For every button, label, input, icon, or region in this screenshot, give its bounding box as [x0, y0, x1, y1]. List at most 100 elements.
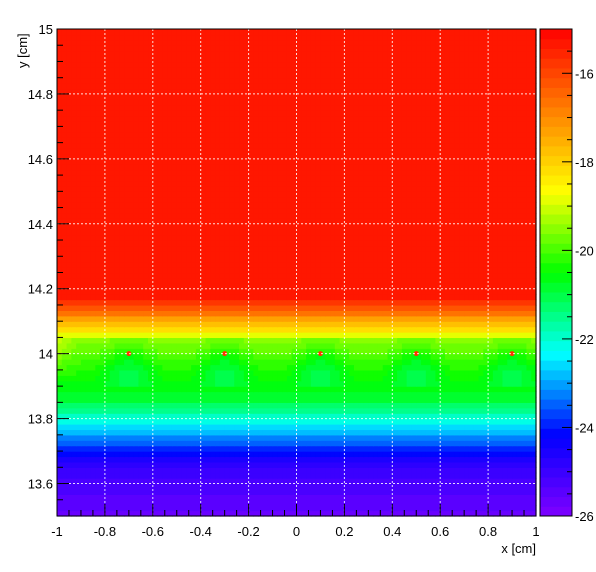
heatmap-cell	[133, 277, 140, 284]
heatmap-cell	[262, 250, 269, 257]
heatmap-cell	[109, 510, 116, 517]
heatmap-cell	[516, 445, 523, 452]
heatmap-cell	[138, 424, 144, 431]
heatmap-cell	[186, 396, 192, 403]
heatmap-cell	[492, 375, 499, 382]
heatmap-cell	[181, 380, 187, 387]
heatmap-cell	[526, 283, 532, 290]
heatmap-cell	[440, 499, 446, 506]
heatmap-cell	[176, 461, 183, 468]
heatmap-cell	[272, 451, 278, 458]
heatmap-cell	[416, 505, 422, 512]
heatmap-cell	[387, 277, 393, 284]
heatmap-cell	[397, 364, 403, 371]
heatmap-cell	[215, 391, 221, 398]
heatmap-cell	[320, 418, 326, 425]
heatmap-cell	[128, 386, 135, 393]
heatmap-cell	[215, 267, 221, 274]
heatmap-cell	[473, 299, 480, 306]
heatmap-cell	[267, 326, 274, 333]
heatmap-cell	[95, 277, 101, 284]
heatmap-cell	[57, 245, 63, 252]
heatmap-cell	[325, 277, 331, 284]
heatmap-cell	[492, 451, 499, 458]
heatmap-cell	[200, 391, 207, 398]
heatmap-cell	[502, 359, 508, 366]
heatmap-cell	[306, 451, 312, 458]
heatmap-cell	[291, 288, 298, 295]
heatmap-cell	[521, 364, 528, 371]
heatmap-cell	[397, 451, 403, 458]
heatmap-cell	[71, 380, 77, 387]
heatmap-cell	[296, 396, 302, 403]
heatmap-cell	[157, 451, 163, 458]
heatmap-cell	[382, 294, 389, 301]
heatmap-cell	[521, 396, 528, 403]
heatmap-cell	[444, 451, 451, 458]
heatmap-cell	[224, 424, 231, 431]
heatmap-cell	[243, 304, 250, 311]
heatmap-cell	[229, 299, 235, 306]
heatmap-cell	[512, 272, 518, 279]
heatmap-cell	[349, 256, 355, 263]
heatmap-cell	[143, 342, 149, 349]
heatmap-cell	[353, 461, 360, 468]
heatmap-cell	[143, 310, 149, 317]
heatmap-cell	[483, 451, 489, 458]
heatmap-cell	[301, 332, 307, 339]
heatmap-cell	[229, 315, 235, 322]
heatmap-cell	[425, 418, 432, 425]
heatmap-cell	[272, 391, 278, 398]
heatmap-cell	[507, 451, 513, 458]
heatmap-cell	[90, 386, 96, 393]
heatmap-cell	[387, 445, 393, 452]
heatmap-cell	[387, 332, 393, 339]
heatmap-cell	[133, 256, 140, 263]
heatmap-cell	[526, 456, 532, 463]
heatmap-cell	[229, 494, 235, 501]
heatmap-cell	[133, 451, 140, 458]
heatmap-cell	[459, 472, 465, 479]
heatmap-cell	[492, 332, 499, 339]
heatmap-cell	[272, 369, 278, 376]
heatmap-cell	[152, 310, 159, 317]
heatmap-cell	[387, 467, 393, 474]
heatmap-cell	[296, 494, 302, 501]
heatmap-cell	[157, 380, 163, 387]
heatmap-cell	[430, 310, 437, 317]
heatmap-cell	[435, 488, 441, 495]
heatmap-cell	[195, 261, 202, 268]
heatmap-cell	[219, 299, 226, 306]
heatmap-cell	[80, 418, 87, 425]
heatmap-cell	[80, 299, 87, 306]
heatmap-cell	[133, 310, 140, 317]
heatmap-cell	[392, 299, 398, 306]
heatmap-cell	[344, 451, 350, 458]
heatmap-cell	[85, 256, 92, 263]
heatmap-cell	[435, 261, 441, 268]
heatmap-cell	[301, 505, 307, 512]
heatmap-cell	[66, 294, 72, 301]
heatmap-cell	[205, 402, 211, 409]
heatmap-cell	[148, 299, 154, 306]
heatmap-cell	[459, 391, 465, 398]
heatmap-cell	[239, 369, 245, 376]
heatmap-cell	[382, 456, 389, 463]
heatmap-cell	[171, 396, 178, 403]
heatmap-cell	[109, 277, 116, 284]
heatmap-cell	[468, 294, 475, 301]
heatmap-cell	[526, 267, 532, 274]
heatmap-cell	[531, 272, 537, 279]
heatmap-cell	[215, 277, 221, 284]
heatmap-cell	[507, 288, 513, 295]
heatmap-cell	[353, 250, 360, 257]
heatmap-cell	[181, 310, 187, 317]
heatmap-cell	[430, 359, 437, 366]
heatmap-cell	[90, 375, 96, 382]
heatmap-cell	[444, 413, 451, 420]
heatmap-cell	[104, 315, 111, 322]
heatmap-cell	[119, 342, 125, 349]
heatmap-cell	[229, 451, 235, 458]
heatmap-cell	[306, 445, 312, 452]
heatmap-cell	[181, 299, 187, 306]
